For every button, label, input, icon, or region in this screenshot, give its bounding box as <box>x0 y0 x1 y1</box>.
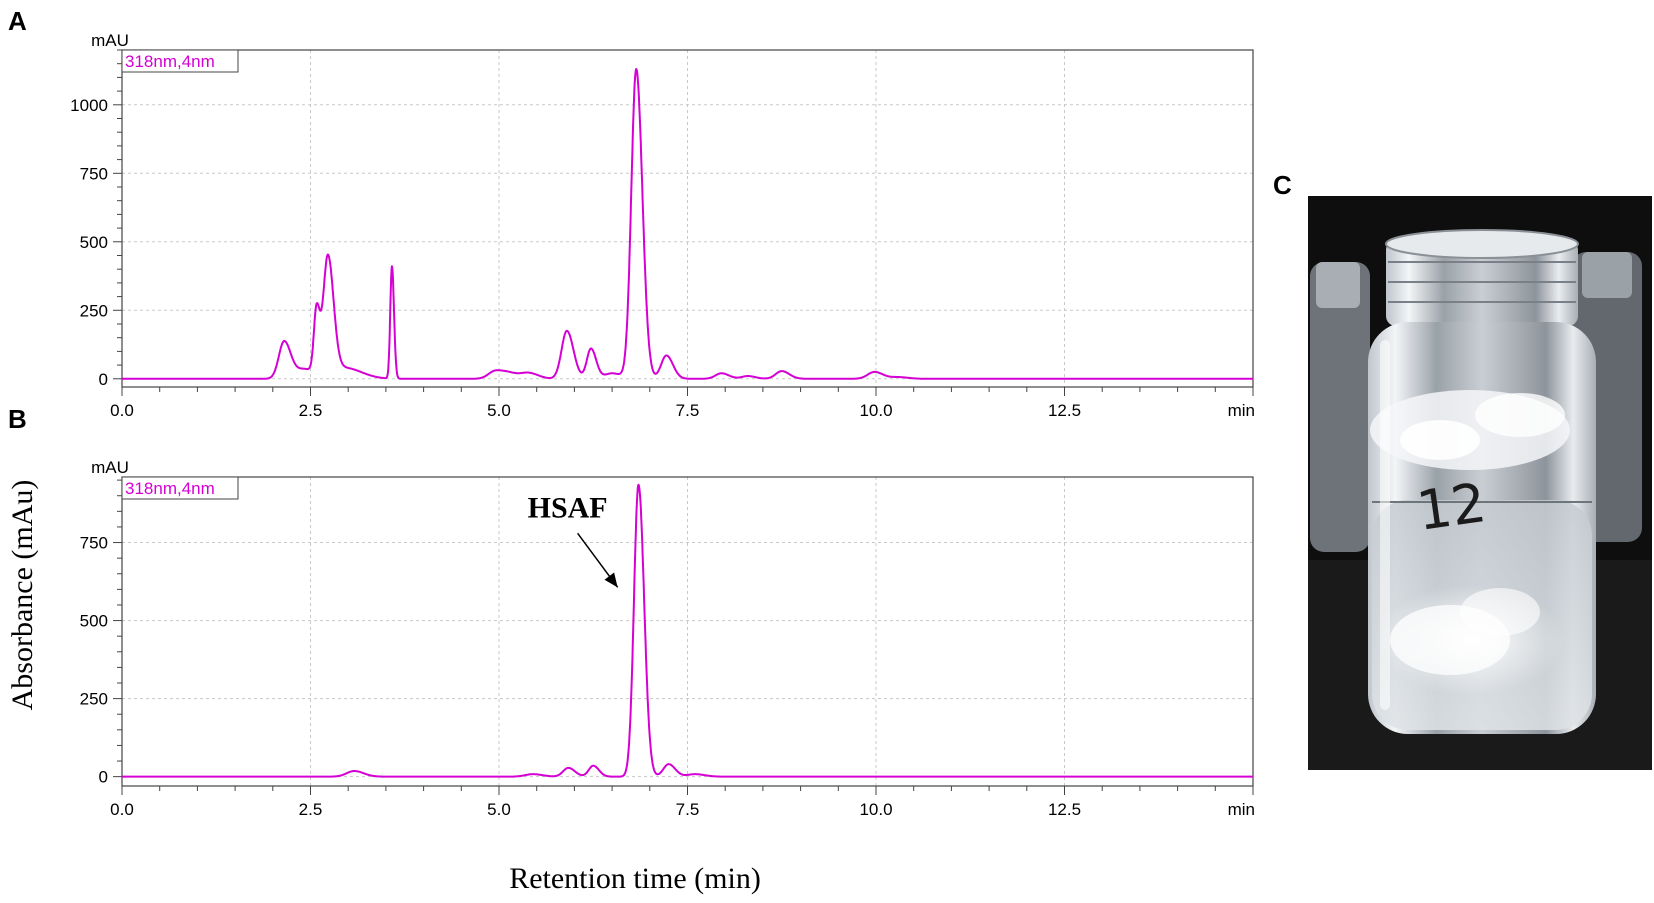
y-tick-label: 0 <box>99 768 108 787</box>
y-tick-label: 1000 <box>70 96 108 115</box>
y-tick-label: 250 <box>80 690 108 709</box>
peak-annotation-label: HSAF <box>528 491 608 524</box>
x-tick-label: 12.5 <box>1048 401 1081 420</box>
x-unit-label: min <box>1228 800 1255 819</box>
panel-label-a: A <box>8 6 27 36</box>
legend-box <box>121 476 239 500</box>
x-tick-label: 7.5 <box>676 401 700 420</box>
x-tick-label: 2.5 <box>299 800 323 819</box>
legend-box <box>121 49 239 73</box>
x-tick-label: 10.0 <box>859 800 892 819</box>
y-tick-label: 250 <box>80 301 108 320</box>
panel-label-c: C <box>1273 170 1292 200</box>
x-tick-label: 0.0 <box>110 800 134 819</box>
legend-label: 318nm,4nm <box>125 52 215 71</box>
y-axis-title: Absorbance (mAu) <box>6 480 39 711</box>
x-tick-label: 2.5 <box>299 401 323 420</box>
x-axis-title: Retention time (min) <box>509 862 761 895</box>
y-tick-label: 0 <box>99 370 108 389</box>
chromatogram-a: 0.0 2.5 5.0 7.5 10.0 12.5 min 0 250 500 750 1000 mAU… <box>70 31 1255 420</box>
y-tick-label: 750 <box>80 164 108 183</box>
background-vial-left <box>1310 262 1370 552</box>
x-tick-label: 7.5 <box>676 800 700 819</box>
x-unit-label: min <box>1228 401 1255 420</box>
legend-label: 318nm,4nm <box>125 479 215 498</box>
x-tick-label: 12.5 <box>1048 800 1081 819</box>
y-tick-label: 500 <box>80 612 108 631</box>
plot-frame <box>121 476 1254 787</box>
y-tick-label: 500 <box>80 233 108 252</box>
chromatogram-trace <box>121 483 1254 778</box>
x-tick-label: 5.0 <box>487 401 511 420</box>
x-tick-label: 0.0 <box>110 401 134 420</box>
vial-photo: 12 <box>1308 196 1652 770</box>
x-tick-label: 5.0 <box>487 800 511 819</box>
y-unit-label: mAU <box>91 458 129 477</box>
y-unit-label: mAU <box>91 31 129 50</box>
vial-label-text: 12 <box>1413 471 1490 543</box>
x-tick-label: 10.0 <box>859 401 892 420</box>
y-tick-label: 750 <box>80 534 108 553</box>
chromatogram-trace <box>121 68 1254 380</box>
annotation-arrowhead <box>604 572 618 588</box>
chromatogram-b: 0.0 2.5 5.0 7.5 10.0 12.5 min 0 250 500 750 mAU 318n… <box>80 458 1255 819</box>
panel-label-b: B <box>8 404 27 434</box>
